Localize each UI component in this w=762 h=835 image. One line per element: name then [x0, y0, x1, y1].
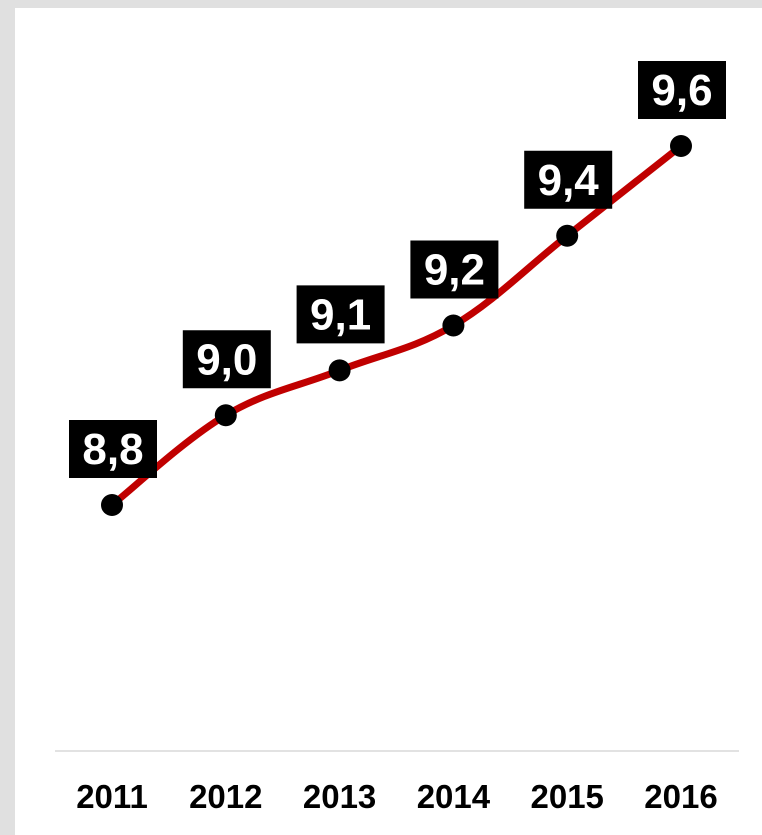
x-tick-label-2013: 2013 [303, 778, 376, 815]
data-label-box [69, 420, 157, 478]
series-line [108, 142, 685, 509]
data-label-text: 9,6 [651, 66, 712, 115]
x-tick-labels-group: 2011 2012 2013 2014 2015 2016 [76, 778, 718, 815]
x-tick-label-2015: 2015 [530, 778, 603, 815]
data-label-2011: 8,8 [69, 420, 157, 478]
markers-group [101, 135, 692, 516]
data-label-box [638, 61, 726, 119]
data-point-2013 [328, 359, 351, 382]
data-point-2015 [556, 224, 579, 247]
data-label-2014: 9,2 [410, 240, 499, 299]
data-label-2015: 9,4 [524, 150, 613, 209]
line-chart: 8,89,09,19,29,49,6 2011 2012 2013 2014 2015 2… [55, 61, 739, 815]
x-tick-label-2014: 2014 [417, 778, 491, 815]
data-label-2016: 9,6 [638, 61, 726, 119]
data-point-2011 [101, 494, 123, 516]
data-point-2012 [214, 404, 237, 427]
data-label-box [296, 285, 385, 344]
data-label-text: 9,2 [424, 246, 485, 295]
data-labels-group: 8,8 9,0 9,1 9,2 9,4 9,6 [69, 61, 726, 478]
data-label-text: 9,0 [196, 335, 257, 384]
data-label-box [524, 150, 613, 209]
chart-panel: 8,8 9,0 9,1 9,2 9,4 9,6 2011 2012 2013 2014 2015 2… [15, 8, 762, 835]
x-tick-label-2016: 2016 [644, 778, 717, 815]
data-label-2012: 9,0 [182, 330, 271, 389]
data-label-box [410, 240, 499, 299]
data-label-2013: 9,1 [296, 285, 385, 344]
data-label-box [182, 330, 271, 389]
data-point-2014 [442, 314, 465, 337]
x-tick-label-2011: 2011 [76, 778, 148, 815]
data-point-2016 [670, 135, 692, 157]
data-label-text: 8,8 [82, 425, 143, 474]
data-label-text: 9,4 [538, 156, 600, 205]
x-tick-label-2012: 2012 [189, 778, 262, 815]
data-label-text: 9,1 [310, 290, 371, 339]
